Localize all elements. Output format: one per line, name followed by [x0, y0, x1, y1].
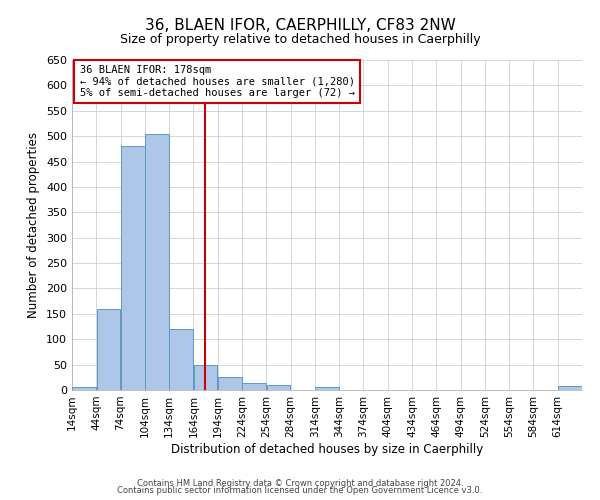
Bar — [194, 364, 217, 390]
Y-axis label: Number of detached properties: Number of detached properties — [28, 132, 40, 318]
Text: Contains HM Land Registry data © Crown copyright and database right 2024.: Contains HM Land Registry data © Crown c… — [137, 478, 463, 488]
Bar — [558, 386, 582, 390]
Text: 36 BLAEN IFOR: 178sqm
← 94% of detached houses are smaller (1,280)
5% of semi-de: 36 BLAEN IFOR: 178sqm ← 94% of detached … — [80, 65, 355, 98]
Bar — [169, 329, 193, 390]
Bar — [218, 378, 242, 390]
Text: Contains public sector information licensed under the Open Government Licence v3: Contains public sector information licen… — [118, 486, 482, 495]
Text: Size of property relative to detached houses in Caerphilly: Size of property relative to detached ho… — [119, 32, 481, 46]
Bar — [121, 146, 145, 390]
Bar — [266, 385, 290, 390]
Bar — [315, 388, 339, 390]
Bar — [242, 384, 266, 390]
Bar — [72, 388, 96, 390]
Text: 36, BLAEN IFOR, CAERPHILLY, CF83 2NW: 36, BLAEN IFOR, CAERPHILLY, CF83 2NW — [145, 18, 455, 32]
Bar — [97, 309, 121, 390]
X-axis label: Distribution of detached houses by size in Caerphilly: Distribution of detached houses by size … — [171, 442, 483, 456]
Bar — [145, 134, 169, 390]
